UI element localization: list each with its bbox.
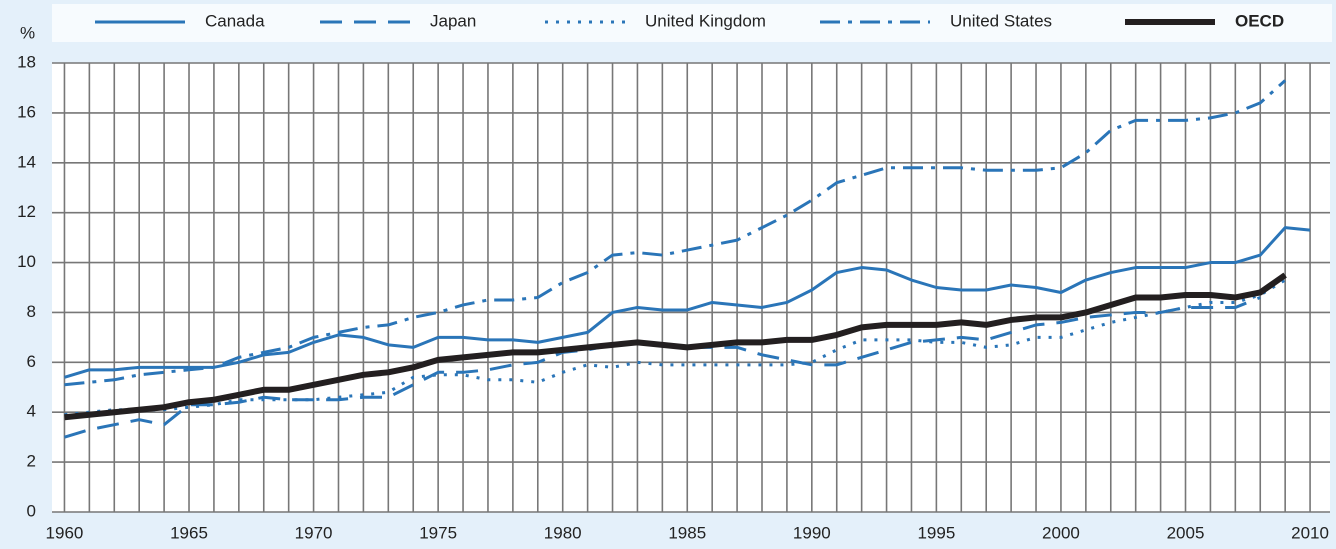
x-tick-label: 1970 <box>295 523 333 542</box>
legend-box <box>52 4 1332 42</box>
y-tick-label: 6 <box>27 352 36 371</box>
y-tick-label: 14 <box>17 152 36 171</box>
y-tick-label: 12 <box>17 202 36 221</box>
series-line <box>64 278 1286 417</box>
y-tick-label: 2 <box>27 452 36 471</box>
y-tick-label: 8 <box>27 302 36 321</box>
series-line <box>64 79 1287 387</box>
y-tick-label: 16 <box>17 102 36 121</box>
legend-label: Canada <box>205 11 265 30</box>
y-axis-label: % <box>20 23 35 42</box>
x-tick-label: 1985 <box>668 523 706 542</box>
x-tick-label: 1995 <box>917 523 955 542</box>
x-tick-label: 1975 <box>419 523 457 542</box>
legend-label: United Kingdom <box>645 11 766 30</box>
series-line <box>64 226 1311 379</box>
legend-label: United States <box>950 11 1052 30</box>
plot-area <box>52 63 1330 512</box>
x-tick-label: 1965 <box>170 523 208 542</box>
x-tick-label: 1960 <box>46 523 84 542</box>
x-tick-label: 1990 <box>793 523 831 542</box>
y-tick-label: 0 <box>27 501 36 520</box>
x-tick-label: 2005 <box>1167 523 1205 542</box>
series-line <box>64 272 1287 421</box>
legend-label: Japan <box>430 11 476 30</box>
legend-label: OECD <box>1235 11 1284 30</box>
y-tick-label: 10 <box>17 252 36 271</box>
x-tick-label: 2010 <box>1291 523 1329 542</box>
x-tick-label: 2000 <box>1042 523 1080 542</box>
y-tick-label: 18 <box>17 52 36 71</box>
y-tick-label: 4 <box>27 402 36 421</box>
x-tick-label: 1980 <box>544 523 582 542</box>
